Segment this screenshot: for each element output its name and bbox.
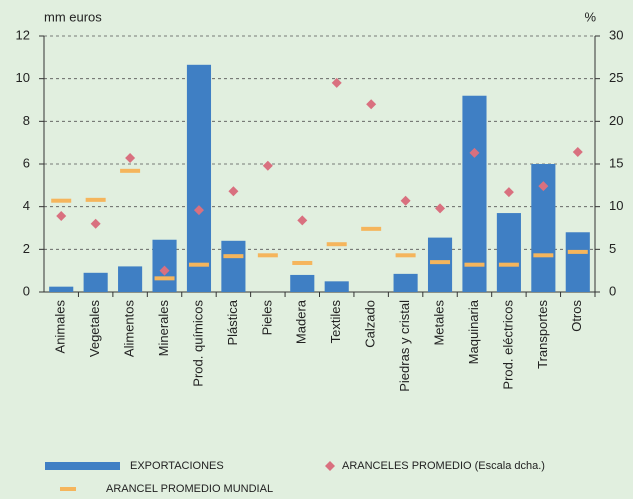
bar xyxy=(186,64,212,292)
diamond-marker xyxy=(193,205,204,216)
x-tick-label: Maquinaria xyxy=(466,299,481,364)
bar xyxy=(496,213,521,292)
dash-marker xyxy=(430,260,451,265)
diamond-marker xyxy=(228,186,239,197)
y-tick-label: 4 xyxy=(23,198,30,213)
dash-marker xyxy=(223,254,244,259)
y-tick-label: 10 xyxy=(16,70,30,85)
diamond-marker xyxy=(469,147,480,158)
x-tick-label: Pieles xyxy=(259,300,274,336)
y2-tick-label: 30 xyxy=(609,27,623,42)
diamond-marker xyxy=(400,195,411,206)
x-tick-label: Alimentos xyxy=(122,300,137,358)
dash-marker xyxy=(188,262,209,267)
diamond-marker xyxy=(366,99,377,110)
y2-tick-label: 15 xyxy=(609,155,623,170)
x-tick-label: Minerales xyxy=(156,300,171,357)
diamond-marker xyxy=(262,160,273,171)
bar xyxy=(393,273,418,292)
bar xyxy=(83,272,108,292)
dash-marker xyxy=(120,168,141,173)
legend-label: ARANCELES PROMEDIO (Escala dcha.) xyxy=(342,460,545,472)
dash-marker xyxy=(533,253,554,258)
diamond-marker xyxy=(297,215,308,226)
bar xyxy=(324,281,349,292)
x-tick-label: Textiles xyxy=(328,300,343,344)
x-tick-label: Vegetales xyxy=(87,300,102,358)
y-tick-label: 8 xyxy=(23,113,30,128)
x-tick-label: Animales xyxy=(53,300,68,354)
diamond-marker xyxy=(159,265,170,276)
y2-tick-label: 25 xyxy=(609,70,623,85)
y2-axis-label: % xyxy=(584,9,596,24)
x-tick-label: Calzado xyxy=(363,300,378,348)
legend-swatch xyxy=(45,462,120,470)
diamond-marker xyxy=(331,77,342,88)
diamond-marker xyxy=(125,153,136,164)
legend-label: EXPORTACIONES xyxy=(130,460,224,472)
x-tick-label: Transportes xyxy=(535,300,550,369)
y2-tick-label: 0 xyxy=(609,283,616,298)
legend-swatch xyxy=(325,461,335,471)
diamond-marker xyxy=(538,181,549,192)
y-tick-label: 6 xyxy=(23,155,30,170)
bar xyxy=(49,286,74,292)
diamond-marker xyxy=(90,218,101,229)
bar xyxy=(118,266,143,292)
y-tick-label: 12 xyxy=(16,27,30,42)
dash-marker xyxy=(567,249,588,254)
legend-label: ARANCEL PROMEDIO MUNDIAL xyxy=(106,483,273,495)
dash-marker xyxy=(326,242,347,247)
dash-marker xyxy=(361,226,382,231)
diamond-marker xyxy=(56,211,67,222)
dash-marker xyxy=(498,262,519,267)
y2-tick-label: 10 xyxy=(609,198,623,213)
y2-tick-label: 20 xyxy=(609,113,623,128)
dash-marker xyxy=(464,262,485,267)
y2-tick-label: 5 xyxy=(609,241,616,256)
diamond-marker xyxy=(435,203,446,214)
dash-marker xyxy=(51,198,72,203)
dash-marker xyxy=(154,276,175,281)
y-tick-label: 2 xyxy=(23,241,30,256)
bar xyxy=(427,237,453,292)
x-tick-label: Otros xyxy=(569,300,584,332)
legend-swatch xyxy=(60,487,76,491)
x-tick-label: Madera xyxy=(294,299,309,344)
y-tick-label: 0 xyxy=(23,283,30,298)
dash-marker xyxy=(395,253,416,258)
bar xyxy=(290,274,315,292)
x-tick-label: Piedras y cristal xyxy=(397,300,412,392)
x-tick-label: Prod. eléctricos xyxy=(500,300,515,390)
y-axis-label: mm euros xyxy=(44,9,102,24)
diamond-marker xyxy=(572,147,583,158)
bar xyxy=(565,232,590,292)
dash-marker xyxy=(292,260,313,265)
bar xyxy=(462,95,487,292)
x-tick-label: Plástica xyxy=(225,299,240,345)
x-tick-label: Metales xyxy=(431,300,446,346)
dash-marker xyxy=(257,253,278,258)
diamond-marker xyxy=(503,187,514,198)
bar xyxy=(221,240,246,292)
x-tick-label: Prod. químicos xyxy=(190,300,205,387)
dash-marker xyxy=(85,197,106,202)
